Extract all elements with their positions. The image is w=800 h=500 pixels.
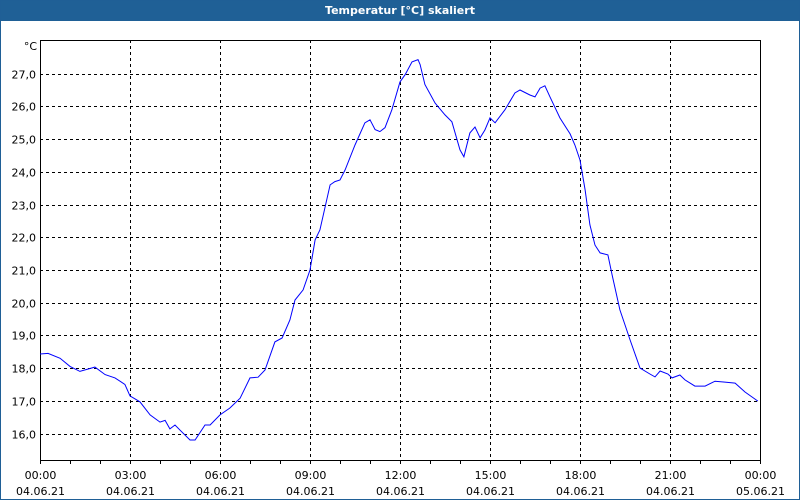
x-tick-date: 04.06.21 [466,485,515,498]
series-line-temperatur [39,58,759,441]
y-tick-label: 20,0 [12,298,37,311]
y-tick-label: 21,0 [12,265,37,278]
y-tick-label: 16,0 [12,429,37,442]
y-tick-label: 19,0 [12,330,37,343]
x-tick-date: 04.06.21 [646,485,695,498]
y-axis-unit: °C [24,40,38,53]
x-tick-date: 04.06.21 [286,485,335,498]
y-tick-label: 17,0 [12,396,37,409]
x-tick-time: 12:00 [385,469,417,482]
y-tick-label: 22,0 [12,232,37,245]
x-tick-date: 04.06.21 [556,485,605,498]
x-tick-time: 15:00 [475,469,507,482]
y-tick-label: 18,0 [12,363,37,376]
x-tick-date: 04.06.21 [376,485,425,498]
x-tick-date: 04.06.21 [16,485,65,498]
x-tick-date: 05.06.21 [736,485,785,498]
x-tick-time: 00:00 [745,469,777,482]
x-tick-time: 18:00 [565,469,597,482]
x-tick-time: 00:00 [25,469,57,482]
x-tick-date: 04.06.21 [196,485,245,498]
y-tick-label: 23,0 [12,200,37,213]
y-tick-label: 24,0 [12,167,37,180]
y-tick-label: 25,0 [12,134,37,147]
plot-frame [40,40,761,461]
y-tick-label: 27,0 [12,69,37,82]
x-tick-time: 03:00 [115,469,147,482]
x-tick-time: 21:00 [655,469,687,482]
x-tick-date: 04.06.21 [106,485,155,498]
y-tick-label: 26,0 [12,101,37,114]
window-title: Temperatur [°C] skaliert [1,1,799,21]
x-tick-time: 09:00 [295,469,327,482]
x-tick-time: 06:00 [205,469,237,482]
